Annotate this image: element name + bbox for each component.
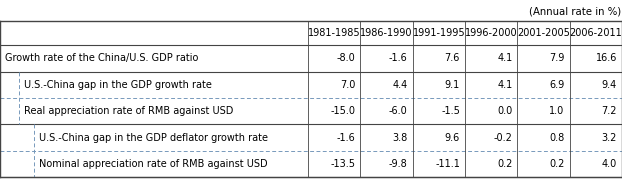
Text: 6.9: 6.9 <box>549 80 565 90</box>
Text: -0.2: -0.2 <box>493 133 513 143</box>
Text: 4.4: 4.4 <box>392 80 407 90</box>
Text: 0.2: 0.2 <box>549 159 565 169</box>
Text: 3.8: 3.8 <box>392 133 407 143</box>
Text: 0.0: 0.0 <box>497 106 513 116</box>
Text: 1991-1995: 1991-1995 <box>412 28 465 38</box>
Text: U.S.-China gap in the GDP growth rate: U.S.-China gap in the GDP growth rate <box>24 80 211 90</box>
Text: Growth rate of the China/U.S. GDP ratio: Growth rate of the China/U.S. GDP ratio <box>5 53 198 63</box>
Text: -13.5: -13.5 <box>330 159 355 169</box>
Text: U.S.-China gap in the GDP deflator growth rate: U.S.-China gap in the GDP deflator growt… <box>39 133 268 143</box>
Text: -1.6: -1.6 <box>337 133 355 143</box>
Text: Nominal appreciation rate of RMB against USD: Nominal appreciation rate of RMB against… <box>39 159 268 169</box>
Text: 16.6: 16.6 <box>596 53 617 63</box>
Text: 7.6: 7.6 <box>445 53 460 63</box>
Text: 0.2: 0.2 <box>497 159 513 169</box>
Text: 4.0: 4.0 <box>601 159 617 169</box>
Text: 9.1: 9.1 <box>445 80 460 90</box>
Text: 1996-2000: 1996-2000 <box>465 28 518 38</box>
Text: 4.1: 4.1 <box>497 53 513 63</box>
Text: -6.0: -6.0 <box>389 106 407 116</box>
Text: 9.4: 9.4 <box>601 80 617 90</box>
Text: 7.0: 7.0 <box>340 80 355 90</box>
Text: -9.8: -9.8 <box>389 159 407 169</box>
Text: (Annual rate in %): (Annual rate in %) <box>529 6 621 16</box>
Text: -11.1: -11.1 <box>435 159 460 169</box>
Text: -15.0: -15.0 <box>330 106 355 116</box>
Text: -1.5: -1.5 <box>441 106 460 116</box>
Text: 1986-1990: 1986-1990 <box>360 28 412 38</box>
Text: 9.6: 9.6 <box>445 133 460 143</box>
Text: 2006-2011: 2006-2011 <box>570 28 622 38</box>
Text: 2001-2005: 2001-2005 <box>517 28 570 38</box>
Text: 0.8: 0.8 <box>549 133 565 143</box>
Text: Real appreciation rate of RMB against USD: Real appreciation rate of RMB against US… <box>24 106 233 116</box>
Text: 1.0: 1.0 <box>549 106 565 116</box>
Text: 7.2: 7.2 <box>601 106 617 116</box>
Text: -8.0: -8.0 <box>337 53 355 63</box>
Text: -1.6: -1.6 <box>389 53 407 63</box>
Text: 7.9: 7.9 <box>549 53 565 63</box>
Text: 4.1: 4.1 <box>497 80 513 90</box>
Text: 1981-1985: 1981-1985 <box>308 28 360 38</box>
Text: 3.2: 3.2 <box>601 133 617 143</box>
